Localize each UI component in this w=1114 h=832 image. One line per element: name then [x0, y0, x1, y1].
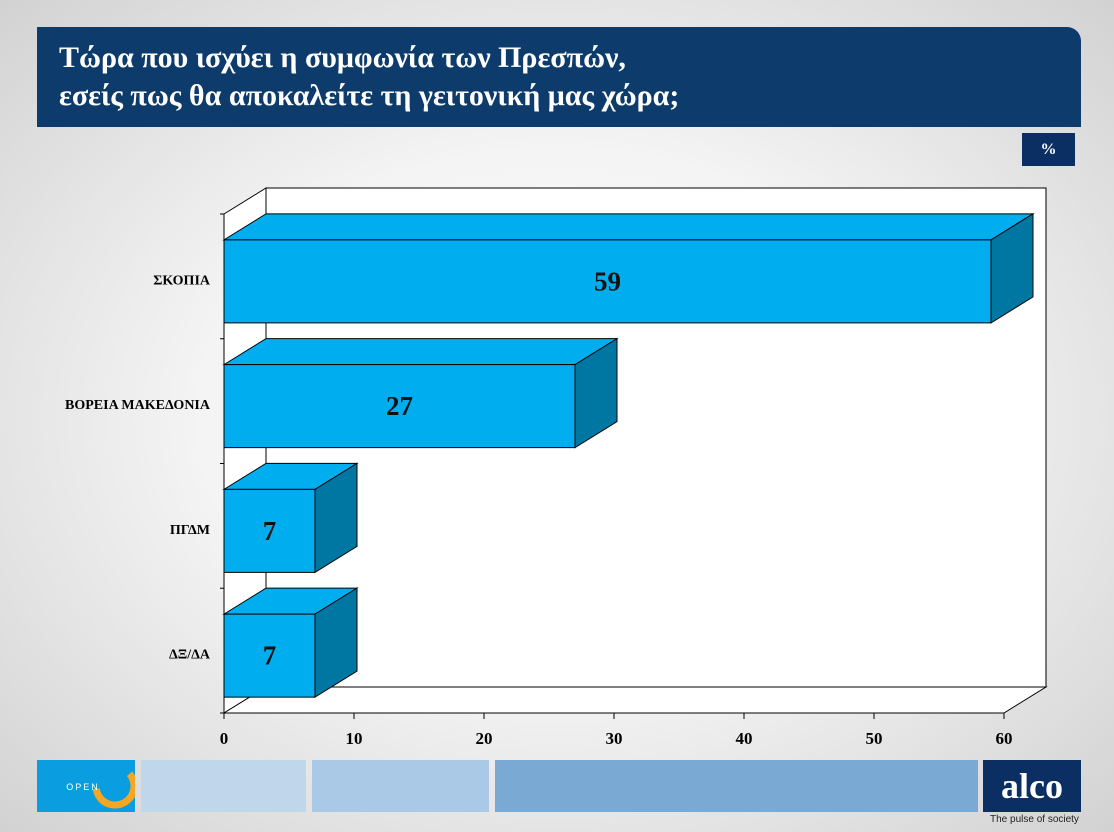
- category-label: ΠΓΔΜ: [170, 523, 210, 538]
- chart-title-line-1: Τώρα που ισχύει η συμφωνία των Πρεσπών,: [59, 41, 626, 74]
- x-tick-label: 10: [346, 729, 363, 748]
- bar-data-label: 59: [594, 266, 621, 296]
- bar-data-label: 27: [386, 391, 413, 421]
- bar-top-face: [222, 213, 1035, 241]
- bar-top-face: [222, 338, 619, 366]
- bar: [223, 613, 316, 698]
- bar: [223, 364, 576, 449]
- x-tick-label: 30: [606, 729, 623, 748]
- bar: [223, 488, 316, 573]
- footer-strip-2: [312, 760, 489, 812]
- bar-data-label: 7: [263, 516, 277, 546]
- x-tick-label: 0: [220, 729, 229, 748]
- chart-title-line-2: εσείς πως θα αποκαλείτε τη γειτονική μας…: [59, 79, 680, 112]
- x-tick-label: 40: [736, 729, 753, 748]
- footer-strip-1: [141, 760, 306, 812]
- open-logo-mark: OPEN: [66, 763, 138, 809]
- title-bar: Τώρα που ισχύει η συμφωνία των Πρεσπών, …: [37, 27, 1081, 127]
- chart-floor: [222, 686, 1048, 714]
- x-tick-label: 50: [866, 729, 883, 748]
- alco-tagline: The pulse of society: [990, 814, 1079, 825]
- footer-strip-3: [495, 760, 978, 812]
- bar-data-label: 7: [263, 641, 277, 671]
- x-tick-label: 60: [996, 729, 1013, 748]
- alco-logo: alco: [983, 760, 1081, 812]
- open-logo: OPEN: [37, 760, 138, 812]
- open-logo-text: OPEN: [66, 782, 100, 792]
- unit-badge: %: [1022, 133, 1075, 166]
- category-label: ΣΚΟΠΙΑ: [153, 273, 211, 288]
- category-label: ΔΞ/ΔΑ: [169, 648, 211, 663]
- x-tick-label: 20: [476, 729, 493, 748]
- category-label: ΒΟΡΕΙΑ ΜΑΚΕΔΟΝΙΑ: [65, 398, 211, 413]
- bar: [223, 239, 992, 324]
